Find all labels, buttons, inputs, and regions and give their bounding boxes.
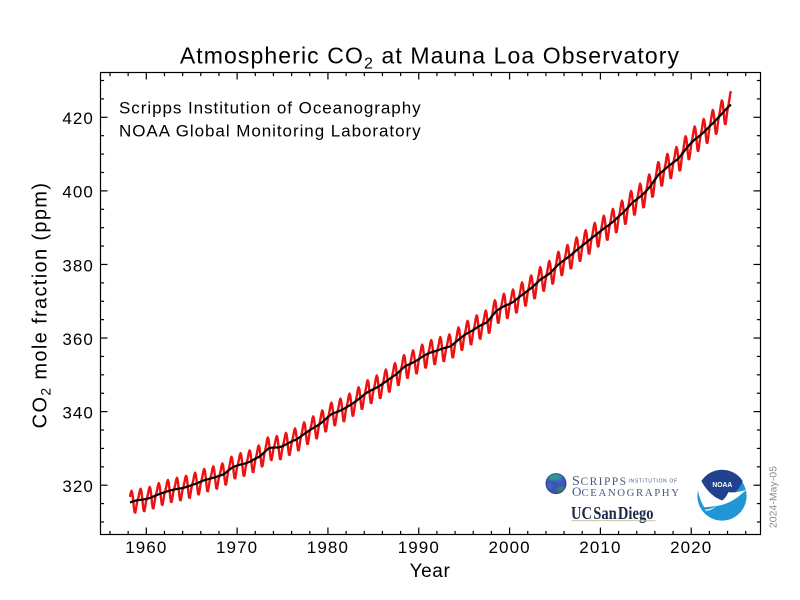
svg-text:Atmospheric CO2 at Mauna Loa O: Atmospheric CO2 at Mauna Loa Observatory <box>180 43 680 73</box>
svg-text:2010: 2010 <box>579 538 621 557</box>
svg-text:NOAA: NOAA <box>712 480 732 489</box>
svg-text:NOAA Global Monitoring Laborat: NOAA Global Monitoring Laboratory <box>119 122 422 141</box>
svg-text:1970: 1970 <box>216 538 258 557</box>
svg-text:Year: Year <box>410 561 451 582</box>
svg-text:S: S <box>572 474 580 489</box>
svg-text:1980: 1980 <box>307 538 349 557</box>
svg-text:CRIPPS: CRIPPS <box>581 476 627 488</box>
svg-text:1990: 1990 <box>398 538 440 557</box>
svg-text:2000: 2000 <box>488 538 530 557</box>
svg-text:UC San Diego: UC San Diego <box>571 503 654 523</box>
svg-text:360: 360 <box>62 330 94 349</box>
svg-text:CEANOGRAPHY: CEANOGRAPHY <box>582 487 680 499</box>
svg-text:380: 380 <box>62 256 94 275</box>
svg-text:1960: 1960 <box>125 538 167 557</box>
svg-text:400: 400 <box>62 183 94 202</box>
svg-text:340: 340 <box>62 403 94 422</box>
svg-text:2020: 2020 <box>670 538 712 557</box>
svg-text:O: O <box>572 484 581 499</box>
svg-text:Scripps Institution of Oceanog: Scripps Institution of Oceanography <box>119 99 422 118</box>
svg-text:CO2 mole fraction (ppm): CO2 mole fraction (ppm) <box>30 182 54 429</box>
svg-text:320: 320 <box>62 477 94 496</box>
svg-text:2024-May-05: 2024-May-05 <box>768 466 779 528</box>
svg-text:INSTITUTION OF: INSTITUTION OF <box>629 478 678 484</box>
svg-text:420: 420 <box>62 109 94 128</box>
